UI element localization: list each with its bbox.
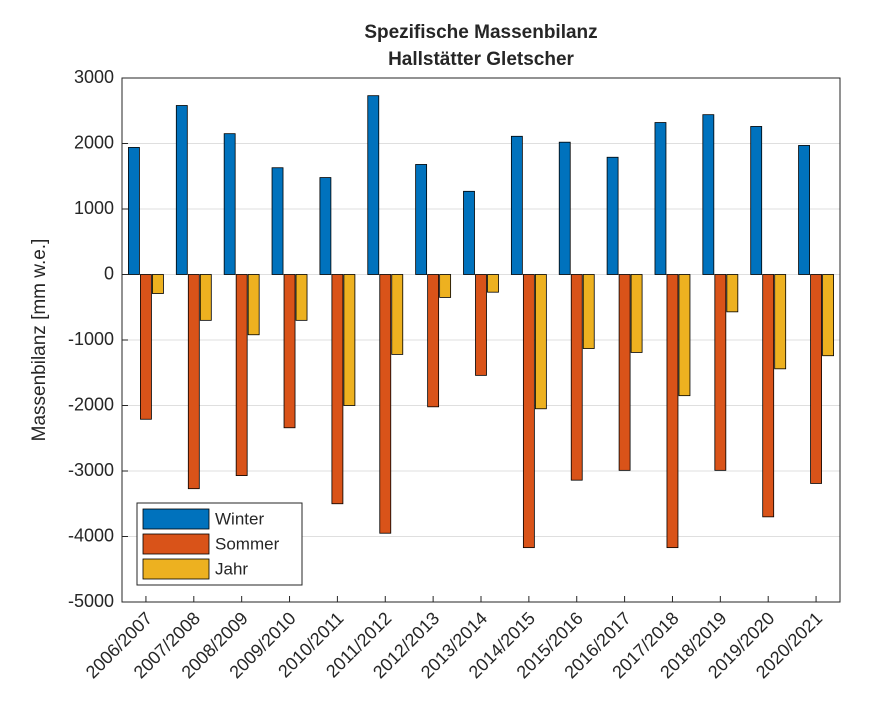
bar bbox=[750, 126, 763, 275]
bar bbox=[247, 274, 260, 336]
bar bbox=[128, 147, 140, 275]
y-tick-label: -1000 bbox=[68, 329, 114, 349]
chart-title: Hallstätter Gletscher bbox=[388, 49, 574, 70]
bar bbox=[199, 274, 212, 321]
bar bbox=[463, 190, 475, 275]
bar bbox=[510, 135, 523, 275]
y-tick-label: -3000 bbox=[68, 460, 114, 480]
bar bbox=[570, 274, 583, 481]
bar bbox=[187, 274, 200, 490]
bar bbox=[319, 177, 332, 275]
bar bbox=[702, 114, 715, 275]
legend-label: Sommer bbox=[215, 534, 280, 553]
y-axis-label: Massenbilanz [mm w.e.] bbox=[29, 239, 50, 442]
bar bbox=[427, 274, 440, 408]
legend-swatch bbox=[142, 558, 210, 580]
bar bbox=[271, 167, 284, 275]
y-tick-label: -2000 bbox=[68, 394, 114, 414]
bar bbox=[822, 274, 834, 357]
y-tick-label: 3000 bbox=[74, 67, 114, 87]
bar bbox=[475, 274, 487, 376]
legend-swatch bbox=[142, 533, 210, 555]
chart-title: Spezifische Massenbilanz bbox=[364, 22, 597, 43]
bar bbox=[140, 274, 152, 420]
bar bbox=[283, 274, 296, 429]
bar bbox=[534, 274, 547, 410]
bar bbox=[223, 133, 236, 275]
bar bbox=[582, 274, 595, 349]
y-tick-label: 0 bbox=[104, 263, 114, 283]
bar bbox=[152, 274, 164, 294]
bar bbox=[666, 274, 679, 549]
bar bbox=[379, 274, 392, 534]
bar bbox=[762, 274, 775, 518]
bar bbox=[175, 105, 188, 275]
bar bbox=[487, 274, 499, 293]
y-tick-label: 1000 bbox=[74, 198, 114, 218]
bar bbox=[726, 274, 739, 313]
bar bbox=[654, 122, 667, 275]
bar bbox=[618, 274, 631, 471]
bar bbox=[810, 274, 822, 484]
plot-frame bbox=[121, 77, 841, 603]
bar bbox=[774, 274, 787, 370]
bar bbox=[558, 141, 571, 275]
legend-label: Winter bbox=[215, 509, 264, 528]
bar bbox=[367, 95, 380, 275]
bar bbox=[391, 274, 404, 355]
bar bbox=[606, 156, 619, 275]
bar bbox=[331, 274, 344, 505]
y-tick-label: 2000 bbox=[74, 132, 114, 152]
bar bbox=[714, 274, 727, 471]
bar bbox=[630, 274, 643, 353]
bar bbox=[522, 274, 535, 549]
legend-label: Jahr bbox=[215, 559, 248, 578]
legend-swatch bbox=[142, 508, 210, 530]
bar bbox=[415, 164, 428, 275]
bar bbox=[798, 145, 810, 275]
bar bbox=[678, 274, 691, 397]
y-tick-label: -4000 bbox=[68, 525, 114, 545]
bar bbox=[295, 274, 308, 321]
y-tick-label: -5000 bbox=[68, 591, 114, 611]
bar bbox=[235, 274, 248, 476]
bar bbox=[343, 274, 356, 406]
bar bbox=[439, 274, 452, 298]
